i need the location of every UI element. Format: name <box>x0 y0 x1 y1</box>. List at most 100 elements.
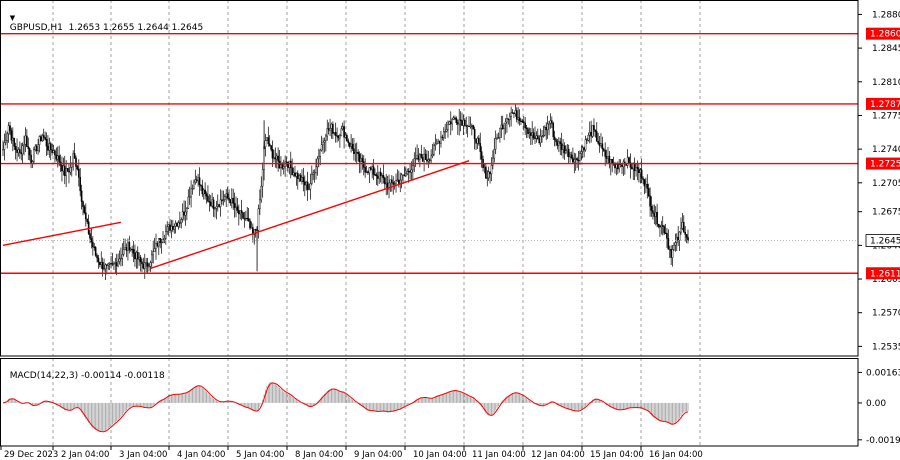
candle-body <box>37 144 39 152</box>
candle-body <box>551 120 553 124</box>
candle-body <box>329 128 331 131</box>
candle-body <box>447 124 449 130</box>
candle-body <box>566 148 569 151</box>
candle-body <box>511 112 514 114</box>
candle-body <box>346 135 348 141</box>
candle-body <box>260 185 263 201</box>
candle-body <box>657 223 660 227</box>
candle-body <box>565 150 567 154</box>
candle-body <box>96 255 98 259</box>
macd-tick-label: -0.00197 <box>866 436 900 446</box>
candle-body <box>539 136 542 144</box>
candle-body <box>73 153 76 159</box>
time-tick-label: 4 Jan 04:00 <box>177 450 225 460</box>
candle-body <box>442 131 445 138</box>
candle-body <box>431 154 434 157</box>
candle-body <box>532 132 535 139</box>
candle-body <box>150 254 153 263</box>
candle-body <box>340 128 343 137</box>
candle-body <box>395 180 397 184</box>
candle-body <box>664 232 667 234</box>
candle-body <box>369 167 372 170</box>
candle-body <box>69 167 72 173</box>
candle-body <box>385 182 388 185</box>
candle-body <box>243 218 246 220</box>
level-price-label: 1.2860 <box>870 30 900 40</box>
candle-body <box>563 145 566 154</box>
candle-body <box>454 117 456 119</box>
candle-body <box>497 137 500 139</box>
candle-body <box>478 137 480 144</box>
macd-signal-path <box>2 382 689 433</box>
candle-body <box>107 263 110 266</box>
candle-body <box>245 217 247 220</box>
candle-body <box>72 153 74 164</box>
candle-body <box>231 198 233 204</box>
candle-body <box>594 129 597 132</box>
level-price-box <box>866 267 900 280</box>
candle-body <box>153 248 156 252</box>
candle-body <box>608 155 611 165</box>
candle-body <box>661 225 664 227</box>
time-tick-label: 8 Jan 04:00 <box>295 450 343 460</box>
candle-body <box>3 142 6 150</box>
level-price-label: 1.2611 <box>870 269 900 279</box>
candle-body <box>581 147 584 152</box>
candle-body <box>167 224 170 227</box>
candle-body <box>270 145 272 150</box>
candle-body <box>313 172 316 174</box>
candle-body <box>5 140 7 143</box>
candle-body <box>101 262 104 270</box>
candle-body <box>229 199 232 204</box>
candle-body <box>204 189 206 194</box>
candle-body <box>537 135 539 140</box>
candle-body <box>364 167 366 173</box>
candle-body <box>475 138 477 144</box>
candle-body <box>430 155 432 161</box>
candle-body <box>97 257 100 263</box>
candle-body <box>99 261 101 265</box>
candle-body <box>58 155 60 163</box>
collapse-triangle-icon[interactable]: ▼ <box>9 14 16 22</box>
candle-body <box>339 135 341 139</box>
candle-body <box>266 137 268 141</box>
candle-body <box>207 195 209 202</box>
candle-body <box>85 212 87 220</box>
candle-body <box>9 125 11 131</box>
time-tick-label: 10 Jan 04:00 <box>413 450 467 460</box>
candle-body <box>236 206 239 211</box>
candle-body <box>424 153 427 160</box>
candle-body <box>567 148 570 158</box>
candle-body <box>597 140 599 144</box>
candle-body <box>555 139 557 143</box>
candle-body <box>353 148 355 154</box>
price-tick-label: 1.2880 <box>872 10 900 20</box>
candle-body <box>49 143 52 150</box>
time-tick-label: 16 Jan 04:00 <box>649 450 703 460</box>
candle-body <box>493 148 496 159</box>
time-tick-label: 9 Jan 04:00 <box>354 450 402 460</box>
candle-body <box>197 177 199 182</box>
candle-body <box>246 217 249 220</box>
macd-info: MACD(14,22,3) -0.00114 -0.00118 <box>9 371 165 381</box>
candle-body <box>626 157 629 166</box>
candle-body <box>684 232 686 235</box>
candle-body <box>621 164 623 167</box>
macd-signal-line <box>2 382 689 433</box>
candle-body <box>14 146 17 150</box>
price-tick-label: 1.2535 <box>872 342 900 352</box>
candle-body <box>250 227 253 229</box>
candle-body <box>233 203 236 209</box>
candle-body <box>464 119 466 126</box>
candle-body <box>513 112 515 114</box>
candle-body <box>518 117 521 122</box>
price-tick-label: 1.2740 <box>872 145 900 155</box>
candle-body <box>152 251 154 256</box>
candle-body <box>357 151 359 155</box>
candle-body <box>406 170 409 175</box>
candle-body <box>334 132 337 136</box>
candle-body <box>42 135 45 138</box>
candle-body <box>200 184 202 187</box>
candle-body <box>176 223 178 227</box>
